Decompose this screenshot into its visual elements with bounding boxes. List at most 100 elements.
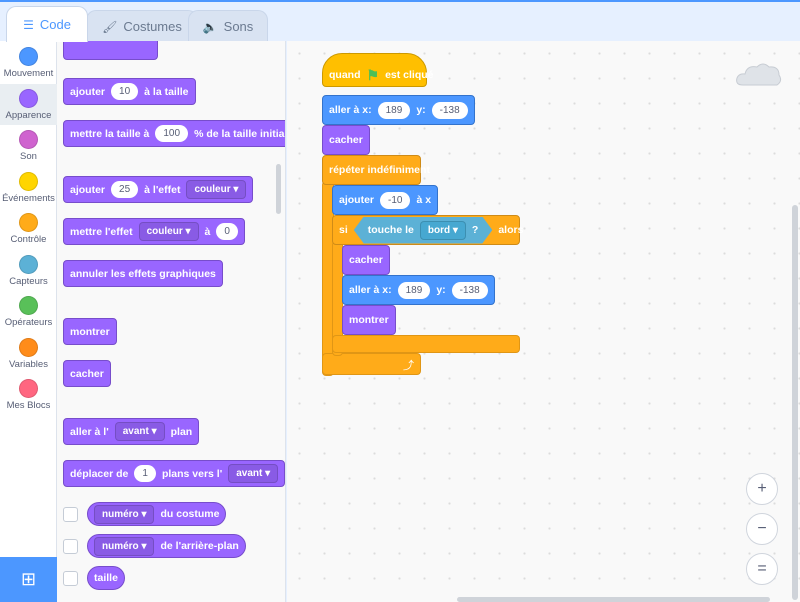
block-text: aller à x: [329,104,372,116]
number-input[interactable]: 25 [111,181,139,198]
script-block-hide2[interactable]: cacher [342,245,390,275]
palette-block[interactable]: mettre l'effet couleur à0 [63,218,245,245]
category-7[interactable]: Variables [0,333,57,374]
block-text: quand [329,69,361,81]
script-block-show[interactable]: montrer [342,305,396,335]
block-text: aller à l' [70,425,109,438]
zoom-in-icon: + [757,480,767,497]
add-extension-button[interactable]: ⊞ [0,557,57,602]
palette-block[interactable]: numéro du costume [87,502,227,526]
palette-block[interactable]: taille [87,566,125,590]
number-input[interactable]: -138 [451,281,488,299]
script-block-change[interactable]: ajouter -10 à x [332,185,439,215]
palette-block[interactable] [63,41,158,60]
palette-block[interactable]: ajouter 10 à la taille [63,78,196,105]
category-6[interactable]: Opérateurs [0,291,57,332]
number-input[interactable]: 100 [155,125,189,142]
script-block-hat[interactable]: quand ⚑ est cliqué [322,53,434,87]
extension-icon: ⊞ [20,569,37,589]
script-horizontal-scrollbar[interactable] [457,597,770,602]
checkbox[interactable] [63,539,78,554]
block-palette: ajouter 10 à la taille mettre la taille à 10… [57,41,286,602]
category-color-dot [19,130,38,149]
palette-block[interactable]: montrer [63,318,117,345]
palette-block[interactable]: ajouter 25 à l'effet couleur [63,176,254,203]
dropdown[interactable]: avant [228,464,279,483]
block-text: si [339,224,348,236]
category-color-dot [19,88,38,108]
if-bottom-arm [332,335,520,353]
number-input[interactable]: -10 [380,191,411,209]
block-text: y: [416,104,426,116]
block-text: montrer [349,314,389,326]
number-input[interactable]: 0 [216,223,238,240]
block-text: ajouter [70,183,106,196]
script-block-goto2[interactable]: aller à x: 189 y: -138 [342,275,495,305]
number-input[interactable]: 1 [134,465,156,482]
palette-block[interactable]: annuler les effets graphiques [63,260,223,287]
category-0[interactable]: Mouvement [0,42,57,83]
category-label: Mouvement [3,68,54,79]
block-text: cacher [349,254,383,266]
script-block-forever[interactable]: répéter indéfiniment [322,155,430,185]
tab-code[interactable]: ☰ Code [6,6,88,42]
checkbox[interactable] [63,507,78,522]
palette-scrollbar[interactable] [276,164,281,214]
number-input[interactable]: 10 [111,83,139,100]
dropdown[interactable]: numéro [94,536,155,556]
category-label: Contrôle [10,234,47,245]
block-text: mettre la taille à [70,127,150,140]
palette-block[interactable]: numéro de l'arrière-plan [87,534,246,558]
dropdown[interactable]: numéro [94,504,155,524]
sprite-cloud-icon [736,63,782,86]
zoom-reset-button[interactable]: = [746,553,778,585]
category-color-dot [19,379,38,398]
category-3[interactable]: Événements [0,167,57,208]
tab-costumes[interactable]: 🖌 Costumes [86,10,198,42]
zoom-out-button[interactable]: − [746,513,778,545]
number-input[interactable]: 189 [377,101,411,119]
block-text: déplacer de [70,467,129,480]
tab-label: Sons [223,19,254,34]
tab-label: Costumes [123,19,182,34]
checkbox[interactable] [63,571,78,586]
script-block-goto1[interactable]: aller à x: 189 y: -138 [322,95,475,125]
category-label: Son [20,151,37,162]
block-text: du costume [160,508,220,520]
category-color-dot [19,47,38,66]
script-vertical-scrollbar[interactable] [792,205,798,600]
category-label: Apparence [5,109,52,121]
block-text: est cliqué [385,69,434,81]
number-input[interactable]: 189 [397,281,431,299]
block-text: touche le [367,224,414,236]
category-label: Événements [2,192,55,204]
touching-sensor-block[interactable]: touche le bord? [354,217,493,244]
tab-sons[interactable]: 🔈 Sons [188,10,268,42]
block-text: % de la taille initiale [194,127,286,140]
category-2[interactable]: Son [0,125,57,166]
category-8[interactable]: Mes Blocs [0,374,57,415]
block-text: aller à x: [349,284,392,296]
zoom-in-button[interactable]: + [746,473,778,505]
script-block-hide1[interactable]: cacher [322,125,370,155]
palette-block[interactable]: mettre la taille à 100 % de la taille init… [63,120,286,147]
category-label: Variables [9,358,48,370]
category-4[interactable]: Contrôle [0,208,57,249]
block-text: ? [471,224,479,236]
dropdown[interactable]: couleur [138,222,199,241]
block-text: taille [94,572,118,584]
category-1[interactable]: Apparence [0,83,57,125]
block-text: plans vers l' [161,467,223,480]
dropdown[interactable]: avant [114,422,165,441]
block-text: à x [416,194,432,206]
loop-arrow-icon: ⤴ [403,360,414,372]
palette-block[interactable]: déplacer de 1 plans vers l' avant [63,460,285,487]
script-block-if[interactable]: si touche le bord? alors [332,215,523,245]
number-input[interactable]: -138 [431,101,468,119]
palette-block[interactable]: aller à l' avant plan [63,418,200,445]
category-5[interactable]: Capteurs [0,250,57,291]
dropdown[interactable]: bord [420,221,466,240]
palette-block[interactable]: cacher [63,360,111,387]
dropdown[interactable]: couleur [186,180,247,199]
green-flag-icon: ⚑ [366,66,380,83]
